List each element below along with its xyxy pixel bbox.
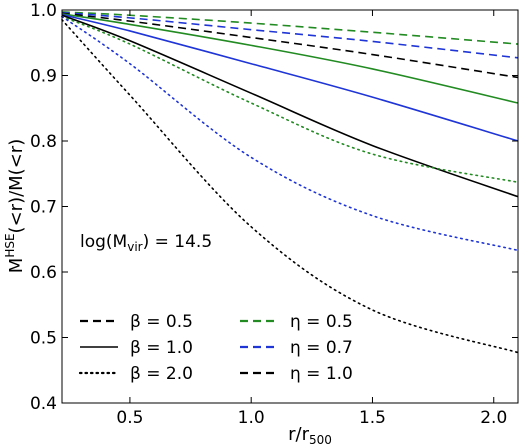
y-tick-label: 0.8 [30,132,57,152]
legend-eta-0: η = 0.5 [240,312,353,332]
legend-eta-0-label: η = 0.5 [290,312,353,332]
x-tick-label: 1.0 [238,408,265,428]
x-tick-label: 1.5 [359,408,386,428]
y-axis-title-rest: (<r)/M(<r) [6,139,27,234]
series-line-beta-0.5-eta-0.7 [61,11,519,59]
legend-eta-1-label: η = 0.7 [290,338,353,358]
x-ticks: 0.5 1.0 1.5 2.0 [116,10,507,428]
y-tick-label: 1.0 [30,1,57,21]
series-line-beta-2-eta-1 [61,19,519,354]
legend-eta-2: η = 1.0 [240,364,353,384]
legend-beta-1: β = 1.0 [80,338,193,358]
mass-annotation-suffix: ) = 14.5 [143,232,213,252]
y-ticks: 0.4 0.5 0.6 0.7 0.8 0.9 1.0 [30,1,518,414]
y-tick-label: 0.9 [30,67,57,87]
y-axis-title-main: M [6,258,27,274]
legend-beta-0-label: β = 0.5 [130,312,193,332]
x-axis-title-main: r/r [288,424,309,445]
series-lines [61,11,519,354]
x-axis-title: r/r500 [288,424,332,447]
series-line-beta-1-eta-1 [61,14,519,198]
series-line-beta-2-eta-0.5 [61,15,519,184]
series-line-beta-1-eta-0.5 [61,13,519,104]
y-tick-label: 0.5 [30,329,57,349]
x-tick-label: 0.5 [116,408,143,428]
series-line-beta-0.5-eta-0.5 [61,11,519,45]
series-line-beta-0.5-eta-1 [61,12,519,79]
y-axis-title: MHSE(<r)/M(<r) [3,139,27,273]
x-tick-label: 2.0 [480,408,507,428]
mass-annotation: log(Mvir) = 14.5 [80,232,212,254]
legend-beta-2-label: β = 2.0 [130,364,193,384]
y-tick-label: 0.4 [30,394,57,414]
series-line-beta-1-eta-0.7 [61,13,519,142]
legend-beta-0: β = 0.5 [80,312,193,332]
legend-beta-2: β = 2.0 [78,364,193,384]
y-tick-label: 0.7 [30,198,57,218]
mass-annotation-prefix: log(M [80,232,127,252]
legend: β = 0.5 β = 1.0 β = 2.0 η = 0.5 η = 0.7 η = 1… [78,312,353,384]
legend-eta-2-label: η = 1.0 [290,364,353,384]
series-line-beta-2-eta-0.7 [61,15,519,252]
legend-eta-1: η = 0.7 [240,338,353,358]
y-tick-label: 0.6 [30,263,57,283]
y-axis-title-sup: HSE [3,233,17,257]
x-axis-title-sub: 500 [309,433,332,447]
mass-annotation-sub: vir [127,240,142,254]
legend-beta-1-label: β = 1.0 [130,338,193,358]
